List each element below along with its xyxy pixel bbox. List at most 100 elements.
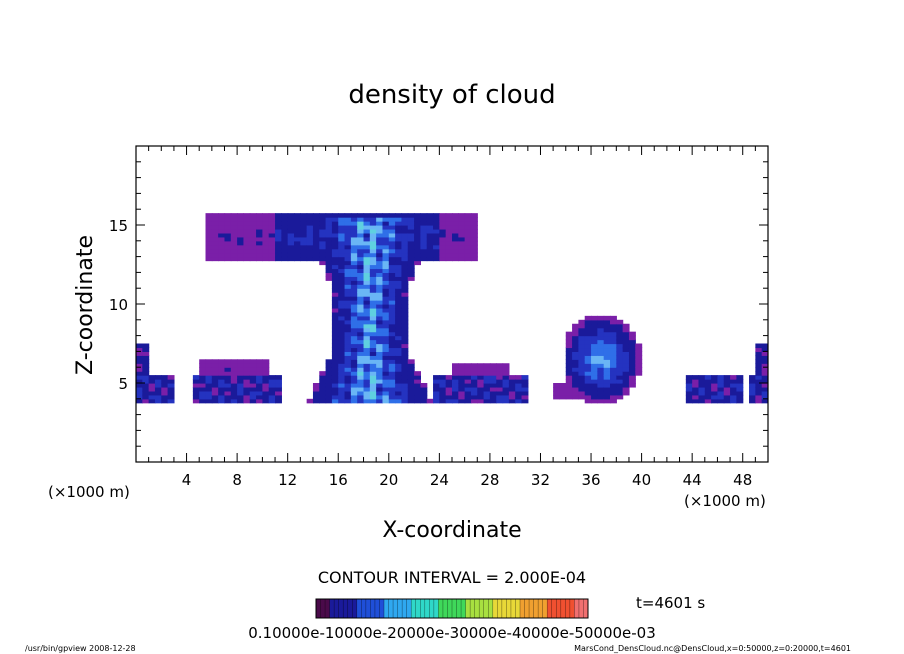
density-cell <box>610 390 617 396</box>
density-cell <box>395 339 403 345</box>
density-cell <box>262 394 270 400</box>
density-cell <box>338 390 346 396</box>
density-cell <box>224 394 232 400</box>
density-cell <box>275 240 282 246</box>
y-tick-label: 5 <box>118 375 128 393</box>
density-cell <box>331 217 339 222</box>
density-cell <box>357 240 365 246</box>
density-cell <box>338 240 346 246</box>
x-tick-label: 24 <box>430 471 449 489</box>
density-cell <box>515 383 523 388</box>
density-cell <box>388 339 396 345</box>
density-cell <box>395 276 403 281</box>
density-cell <box>363 228 371 234</box>
density-cell <box>319 394 327 400</box>
density-cell <box>363 248 371 254</box>
density-cell <box>287 248 295 254</box>
density-cell <box>363 351 371 356</box>
density-cell <box>711 398 719 404</box>
density-cell <box>369 236 377 242</box>
colorbar-swatch <box>365 599 371 618</box>
density-cell <box>243 244 251 250</box>
density-cell <box>414 383 421 388</box>
density-cell <box>300 256 308 262</box>
density-cell <box>395 221 403 226</box>
density-cell <box>572 383 579 388</box>
density-cell <box>578 335 586 341</box>
density-cell <box>376 288 384 293</box>
density-cell <box>306 228 314 234</box>
density-cell <box>584 343 592 349</box>
density-cell <box>136 379 143 384</box>
density-cell <box>616 343 624 349</box>
density-cell <box>565 359 573 364</box>
density-cell <box>388 268 396 273</box>
density-cell <box>388 256 396 262</box>
density-cell <box>388 311 396 317</box>
density-cell <box>211 371 219 376</box>
density-cell <box>572 339 579 345</box>
density-cell <box>401 225 409 230</box>
density-cell <box>256 367 263 372</box>
density-cell <box>243 232 251 238</box>
density-cell <box>414 394 421 400</box>
density-cell <box>363 236 371 242</box>
density-cell <box>376 339 384 345</box>
density-cell <box>262 386 270 392</box>
density-cell <box>698 379 706 384</box>
density-cell <box>736 390 744 396</box>
density-cell <box>369 240 377 246</box>
density-cell <box>565 390 573 396</box>
density-cell <box>401 339 409 345</box>
density-cell <box>369 276 377 281</box>
density-cell <box>458 240 466 246</box>
density-cell <box>363 355 371 360</box>
density-cell <box>470 228 478 234</box>
density-cell <box>761 347 768 352</box>
density-cell <box>268 379 276 384</box>
density-cell <box>275 386 282 392</box>
density-cell <box>357 375 365 380</box>
density-cell <box>294 217 301 222</box>
density-cell <box>591 351 598 356</box>
density-cell <box>483 383 491 388</box>
density-cell <box>578 343 586 349</box>
density-cell <box>376 252 384 258</box>
colorbar-swatch <box>456 599 462 618</box>
density-cell <box>167 375 175 380</box>
density-cell <box>610 323 617 329</box>
density-cell <box>395 244 403 250</box>
density-cell <box>338 319 346 325</box>
density-cell <box>388 288 396 293</box>
density-cell <box>369 386 377 392</box>
density-cell <box>211 398 219 404</box>
density-cell <box>192 394 200 400</box>
density-cell <box>350 248 358 254</box>
density-cell <box>761 375 768 380</box>
density-cell <box>603 355 611 360</box>
density-cell <box>483 367 491 372</box>
density-cell <box>167 398 175 404</box>
density-cell <box>262 236 270 242</box>
density-cell <box>603 315 611 321</box>
density-cell <box>211 236 219 242</box>
colorbar-swatch <box>429 599 435 618</box>
density-cell <box>357 379 365 384</box>
density-cell <box>698 375 706 380</box>
density-cell <box>331 225 339 230</box>
density-cell <box>363 394 371 400</box>
density-cell <box>603 323 611 329</box>
density-cell <box>142 367 150 372</box>
density-cell <box>584 351 592 356</box>
density-cell <box>319 244 327 250</box>
density-cell <box>470 390 478 396</box>
density-cell <box>199 386 207 392</box>
density-cell <box>483 375 491 380</box>
density-cell <box>376 315 384 321</box>
density-cell <box>382 343 390 349</box>
density-cell <box>281 248 289 254</box>
density-cell <box>578 347 586 352</box>
density-cell <box>243 248 251 254</box>
density-cell <box>458 256 466 262</box>
density-cell <box>628 371 636 376</box>
